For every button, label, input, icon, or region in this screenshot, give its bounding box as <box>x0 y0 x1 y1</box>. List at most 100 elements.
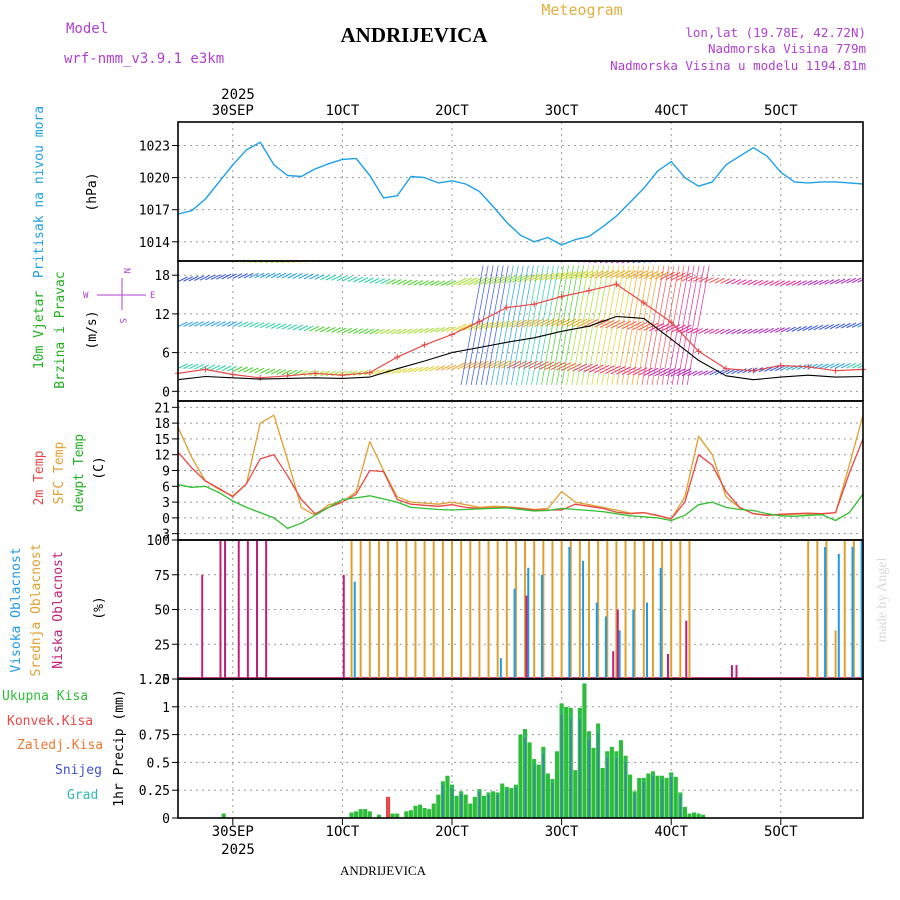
wind-barb <box>517 319 533 328</box>
wind-barb <box>533 318 549 327</box>
wind-barb <box>649 323 664 332</box>
wind-barb <box>386 278 396 285</box>
wind-barb <box>731 328 742 335</box>
wind-barb <box>424 366 435 372</box>
high-cloud-bar <box>568 546 571 679</box>
wind-barb <box>654 368 670 377</box>
wind-barb <box>797 325 807 332</box>
grad-precip-bar <box>542 750 545 818</box>
wind-barb <box>698 328 709 334</box>
wind-barb <box>720 278 731 284</box>
wind-gust-marker <box>449 331 455 338</box>
wind-hatch <box>470 265 494 385</box>
wind-barb <box>507 250 521 257</box>
wind-barb <box>753 251 762 256</box>
wind-barb <box>479 249 493 256</box>
wind-barb <box>742 279 753 286</box>
wind-gust-marker <box>558 293 565 300</box>
wind-barb <box>265 272 276 279</box>
wind-barb <box>566 271 582 280</box>
mid-cloud-bar <box>624 540 627 679</box>
total-precip-bar <box>691 812 697 818</box>
wind-hatch <box>686 265 710 385</box>
wind-hatch <box>465 265 489 385</box>
wind-barb <box>375 253 384 258</box>
wind-barb <box>736 328 747 335</box>
grad-precip-bar <box>597 728 600 818</box>
y-tick-label: 1020 <box>139 172 170 187</box>
wind-speed-line <box>177 315 864 381</box>
wind-barb <box>259 322 270 329</box>
snow-precip-bar <box>487 794 490 818</box>
wind-barb <box>369 328 380 335</box>
wind-barb <box>632 321 648 330</box>
wind-barb <box>764 251 773 256</box>
wind-barb <box>364 277 374 284</box>
wind-barb <box>802 280 813 286</box>
wind-hatch <box>576 265 600 385</box>
low-cloud-bar <box>612 651 615 679</box>
wind-gust-marker <box>777 362 784 369</box>
legend-freezing-rain: Zaledj.Kisa <box>17 738 103 753</box>
wind-barb <box>671 261 673 262</box>
wind-barb <box>468 322 484 331</box>
station-title: ANDRIJEVICA <box>340 23 488 47</box>
wind-barb <box>259 272 270 279</box>
grad-precip-bar <box>670 774 673 818</box>
mid-cloud-bar <box>533 540 536 679</box>
wind-barb <box>392 252 401 257</box>
wind-barb <box>259 368 270 374</box>
precip-axis-title: 1hr Precip (mm) Ukupna Kisa Konvek.Kisa … <box>2 689 127 807</box>
mid-cloud-bar <box>569 540 572 679</box>
wind-barb <box>808 251 817 256</box>
wind-barb <box>276 261 282 264</box>
grad-precip-bar <box>679 793 682 818</box>
wind-barb <box>736 279 747 285</box>
total-precip-bar <box>408 810 413 818</box>
wind-barb <box>391 328 402 335</box>
temp-dewpt-line <box>177 484 864 530</box>
total-precip-bar <box>431 803 436 818</box>
wind-gust-marker <box>750 367 757 374</box>
wind-barb <box>188 321 199 327</box>
wind-barb <box>451 361 467 370</box>
wind-barb <box>183 254 192 259</box>
mid-cloud-bar <box>816 540 819 679</box>
mid-cloud-bar <box>633 540 636 679</box>
wind-barb <box>501 275 516 284</box>
wind-barb <box>441 251 450 256</box>
temp-sfc-line <box>177 414 864 520</box>
wind-barb <box>227 365 237 372</box>
y-tick-label: 15 <box>154 433 170 448</box>
y-tick-label: 0 <box>162 812 170 827</box>
wind-barb <box>238 273 248 279</box>
temp-axis-title: 2m Temp SFC Temp dewpt Temp (C) <box>32 434 107 512</box>
wind-barb <box>621 321 637 330</box>
mid-cloud-bar <box>469 540 472 679</box>
temp-title-sfc: SFC Temp <box>52 442 67 505</box>
wind-barb <box>243 367 254 373</box>
wind-barb <box>583 364 599 373</box>
wind-barb <box>512 319 527 328</box>
wind-barb <box>676 261 678 262</box>
wind-barb <box>178 276 188 283</box>
wind-barb <box>583 319 599 328</box>
wind-barb <box>775 365 785 372</box>
wind-barb <box>463 248 477 255</box>
wind-barb <box>342 275 352 282</box>
wind-barb <box>418 327 429 334</box>
wind-barb <box>769 365 780 372</box>
wind-barb <box>840 362 851 369</box>
wind-barb <box>720 328 731 335</box>
wind-barb <box>259 261 266 264</box>
total-precip-bar <box>637 777 642 818</box>
top-tick-label: 1OCT <box>326 103 360 119</box>
wind-barb <box>402 328 413 335</box>
total-precip-bar <box>390 813 395 818</box>
wind-barb <box>183 321 194 328</box>
wind-barb <box>862 281 863 282</box>
y-tick-label: 0.75 <box>139 729 170 744</box>
grad-precip-bar <box>587 735 591 818</box>
wind-barb <box>402 367 413 374</box>
product-title: Meteogram <box>541 1 622 19</box>
